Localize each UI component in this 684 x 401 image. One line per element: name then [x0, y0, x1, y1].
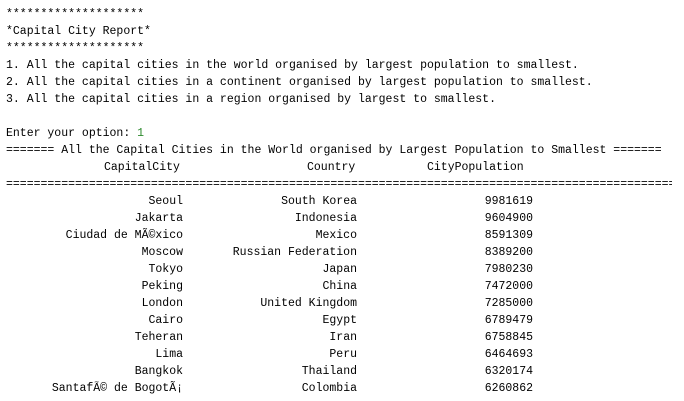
capital-city-cell: Bangkok [134, 365, 183, 378]
column-header-country: Country [307, 161, 356, 174]
capital-city-cell: Seoul [148, 195, 183, 208]
column-header-capital-city: CapitalCity [104, 161, 180, 174]
banner-stars-top: ******************** [6, 8, 145, 21]
menu-option-1: 1. All the capital cities in the world o… [6, 59, 579, 72]
option-input-value[interactable]: 1 [137, 127, 145, 140]
table-row: Teheran Iran 6758845 [0, 329, 684, 346]
city-population-cell: 6758845 [484, 331, 533, 344]
city-population-cell: 7472000 [484, 280, 533, 293]
country-cell: Indonesia [294, 212, 357, 225]
table-row: Jakarta Indonesia 9604900 [0, 210, 684, 227]
table-row: Moscow Russian Federation 8389200 [0, 244, 684, 261]
country-cell: United Kingdom [260, 297, 357, 310]
city-population-cell: 6320174 [484, 365, 533, 378]
city-population-cell: 7285000 [484, 297, 533, 310]
country-cell: Mexico [315, 229, 357, 242]
report-title: *Capital City Report* [6, 25, 151, 38]
banner-stars-bottom: ******************** [6, 42, 145, 55]
country-cell: Colombia [301, 382, 357, 395]
table-row: Tokyo Japan 7980230 [0, 261, 684, 278]
capital-city-cell: Peking [141, 280, 183, 293]
capital-city-cell: Lima [155, 348, 183, 361]
country-cell: Egypt [322, 314, 357, 327]
option-prompt-label: Enter your option: [6, 127, 138, 140]
table-row: London United Kingdom 7285000 [0, 295, 684, 312]
table-row: Lima Peru 6464693 [0, 346, 684, 363]
capital-city-cell: Moscow [141, 246, 183, 259]
capital-city-cell: Ciudad de MÃ©xico [65, 229, 183, 242]
capital-city-cell: Teheran [134, 331, 183, 344]
city-population-cell: 8591309 [484, 229, 533, 242]
table-row: Cairo Egypt 6789479 [0, 312, 684, 329]
column-header-city-population: CityPopulation [427, 161, 524, 174]
option-prompt[interactable]: Enter your option: 1 [6, 125, 144, 142]
table-row: Ciudad de MÃ©xico Mexico 8591309 [0, 227, 684, 244]
header-divider: ========================================… [6, 178, 672, 191]
table-row: Seoul South Korea 9981619 [0, 193, 684, 210]
report-heading: ======= All the Capital Cities in the Wo… [6, 144, 662, 157]
table-row: Bangkok Thailand 6320174 [0, 363, 684, 380]
country-cell: China [322, 280, 357, 293]
city-population-cell: 9981619 [484, 195, 533, 208]
city-population-cell: 7980230 [484, 263, 533, 276]
city-population-cell: 8389200 [484, 246, 533, 259]
menu-option-2: 2. All the capital cities in a continent… [6, 76, 593, 89]
country-cell: Peru [329, 348, 357, 361]
city-population-cell: 6789479 [484, 314, 533, 327]
country-cell: Iran [329, 331, 357, 344]
capital-city-cell: Cairo [148, 314, 183, 327]
country-cell: Russian Federation [232, 246, 357, 259]
city-population-cell: 9604900 [484, 212, 533, 225]
table-row: SantafÃ© de BogotÃ¡ Colombia 6260862 [0, 380, 684, 397]
country-cell: Japan [322, 263, 357, 276]
capital-city-cell: Tokyo [148, 263, 183, 276]
city-population-cell: 6260862 [484, 382, 533, 395]
capital-city-cell: London [141, 297, 183, 310]
capital-city-cell: Jakarta [134, 212, 183, 225]
capital-city-cell: SantafÃ© de BogotÃ¡ [51, 382, 183, 395]
table-row: Peking China 7472000 [0, 278, 684, 295]
city-population-cell: 6464693 [484, 348, 533, 361]
menu-option-3: 3. All the capital cities in a region or… [6, 93, 496, 106]
country-cell: South Korea [281, 195, 357, 208]
country-cell: Thailand [301, 365, 357, 378]
table-header: CapitalCity Country CityPopulation [0, 159, 684, 176]
